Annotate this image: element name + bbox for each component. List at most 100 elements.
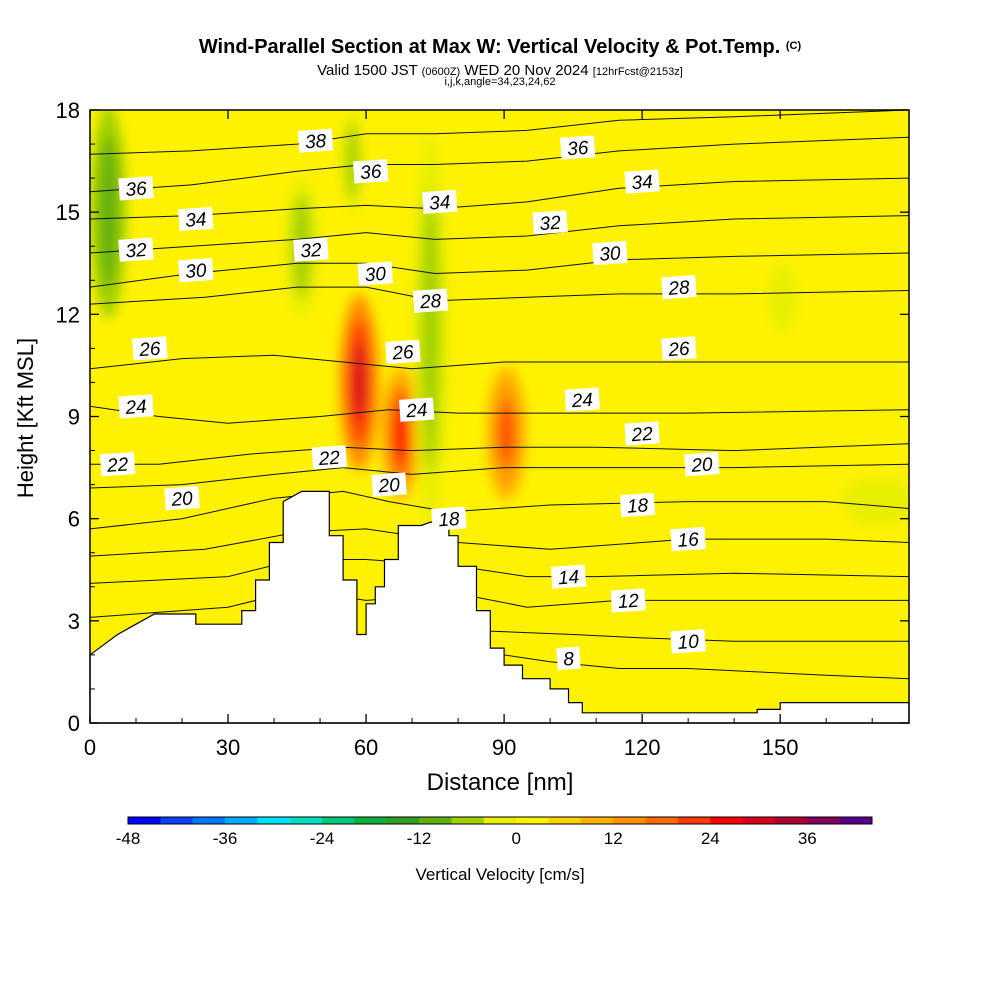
- y-tick-label: 6: [68, 507, 80, 532]
- theta-label: 20: [170, 488, 194, 511]
- theta-label-group: 22: [311, 445, 348, 470]
- colorbar-tick-label: -12: [407, 829, 432, 848]
- theta-label-box: [592, 240, 628, 266]
- colorbar-swatch: [354, 817, 388, 824]
- theta-label-group: 26: [132, 336, 168, 361]
- theta-label-group: 14: [550, 564, 587, 589]
- theta-label-group: 28: [661, 274, 697, 300]
- colorbar-swatch: [580, 817, 614, 824]
- theta-label: 18: [626, 495, 649, 517]
- theta-label-box: [431, 506, 467, 531]
- theta-label-box: [118, 394, 154, 419]
- colorbar-swatch: [742, 817, 776, 824]
- colorbar-swatch: [548, 817, 582, 824]
- theta-label-group: 24: [398, 397, 435, 422]
- forecast-info: [12hrFcst@2153z]: [592, 66, 683, 78]
- x-axis-label: Distance [nm]: [427, 769, 574, 796]
- x-tick-label: 30: [216, 735, 240, 760]
- theta-label-box: [532, 210, 568, 235]
- theta-label-box: [421, 189, 458, 215]
- theta-label-group: 16: [670, 526, 706, 552]
- theta-contour-38: [90, 110, 909, 155]
- theta-label-group: 36: [559, 135, 596, 160]
- theta-label-group: 12: [610, 588, 647, 613]
- colorbar-label: Vertical Velocity [cm/s]: [415, 865, 584, 884]
- x-tick-label: 0: [84, 735, 96, 760]
- utc-time: (0600Z): [421, 66, 461, 78]
- theta-label: 38: [304, 131, 327, 153]
- theta-label: 32: [539, 213, 562, 235]
- theta-label: 22: [630, 424, 654, 447]
- updraft-core: [352, 341, 367, 424]
- theta-label-box: [293, 237, 329, 262]
- theta-label-group: 34: [624, 169, 660, 194]
- colorbar-swatch: [516, 817, 549, 824]
- chart-subtitle: Valid 1500 JST (0600Z) WED 20 Nov 2024 […: [0, 62, 1000, 79]
- theta-label-box: [556, 646, 581, 671]
- theta-label: 14: [557, 567, 580, 589]
- colorbar-tick-label: -36: [213, 829, 238, 848]
- theta-label-group: 22: [624, 421, 660, 446]
- theta-label: 24: [405, 400, 429, 422]
- theta-label-group: 38: [297, 128, 334, 153]
- theta-labels: 8 10 12 14 16 18 20 22 24 26 28 30 32 34 36 38 36 34 32 30 2…: [99, 128, 720, 671]
- theta-label: 28: [667, 277, 691, 300]
- theta-label: 34: [429, 192, 452, 214]
- theta-label-group: 10: [670, 629, 706, 654]
- theta-label-box: [624, 421, 660, 446]
- theta-label-box: [352, 159, 389, 184]
- theta-contour-30: [90, 252, 909, 288]
- theta-label-group: 34: [178, 206, 214, 232]
- theta-label-box: [371, 472, 407, 497]
- colorbar-frame: [127, 816, 873, 825]
- theta-label: 30: [364, 264, 387, 286]
- theta-label-group: 32: [293, 237, 329, 262]
- theta-label-group: 26: [661, 336, 697, 361]
- theta-label: 26: [391, 342, 415, 365]
- theta-label: 32: [125, 240, 148, 262]
- theta-label-box: [619, 492, 656, 518]
- theta-label-box: [624, 169, 660, 194]
- valid-time: Valid 1500 JST: [317, 62, 418, 79]
- theta-label-box: [311, 445, 348, 470]
- colorbar-swatch: [451, 817, 485, 824]
- velocity-field: [90, 110, 909, 723]
- theta-label: 34: [631, 172, 654, 194]
- theta-label: 26: [667, 339, 691, 362]
- theta-contour-24: [90, 405, 909, 424]
- theta-label: 30: [185, 260, 208, 282]
- colorbar-swatch: [322, 817, 355, 824]
- theta-label-box: [610, 588, 647, 613]
- colorbar-swatch: [386, 817, 420, 824]
- theta-label-group: 30: [178, 257, 214, 283]
- x-tick-label: 150: [762, 735, 799, 760]
- theta-label: 18: [438, 509, 461, 531]
- theta-label-group: 30: [592, 240, 628, 266]
- theta-label-group: 18: [431, 506, 467, 531]
- theta-label-box: [670, 526, 706, 552]
- theta-label-group: 26: [385, 339, 421, 365]
- theta-label-group: 20: [684, 452, 720, 477]
- chart-title: Wind-Parallel Section at Max W: Vertical…: [198, 36, 802, 58]
- theta-label: 24: [570, 390, 594, 412]
- theta-label-box: [564, 387, 601, 412]
- field-features: [90, 110, 909, 529]
- theta-label: 24: [124, 397, 148, 419]
- theta-label-box: [357, 261, 394, 286]
- colorbar-swatch: [192, 817, 226, 824]
- y-axis-label: Height [Kft MSL]: [13, 338, 38, 498]
- theta-label-box: [297, 128, 334, 153]
- theta-label: 28: [418, 291, 442, 314]
- colorbar-swatch: [645, 817, 679, 824]
- theta-label-group: 24: [564, 387, 601, 412]
- theta-label: 10: [677, 632, 700, 654]
- theta-label-box: [99, 452, 136, 477]
- terrain-mask: [89, 490, 910, 724]
- theta-label-box: [412, 288, 449, 313]
- terrain: [89, 490, 910, 724]
- updraft-core: [499, 402, 514, 465]
- theta-label: 26: [138, 339, 162, 362]
- colorbar-swatch: [257, 817, 291, 824]
